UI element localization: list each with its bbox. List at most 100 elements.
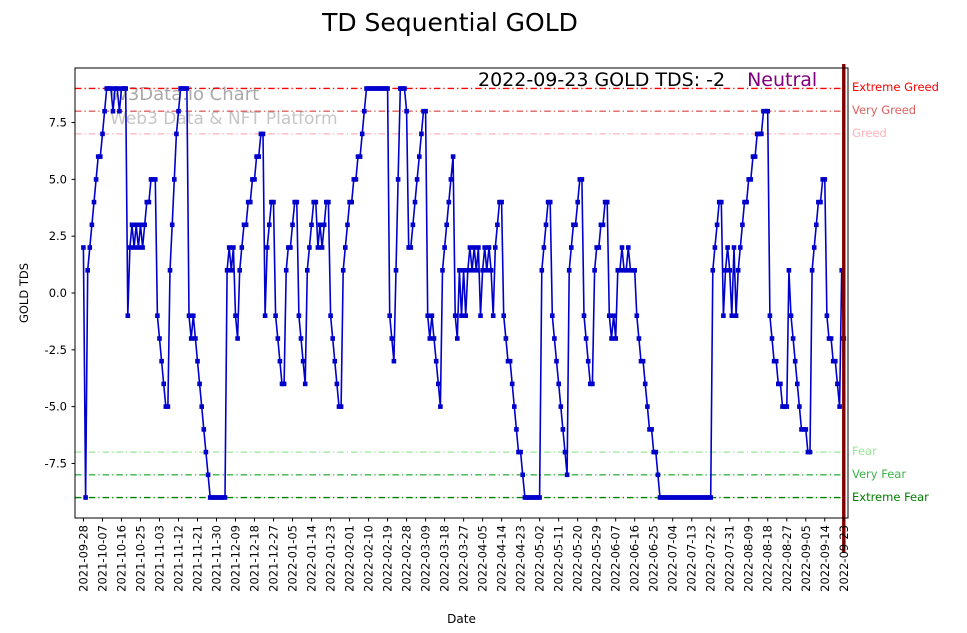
ref-label-greed: Greed xyxy=(852,125,887,140)
tds-series-marker xyxy=(752,154,758,159)
tds-series-marker xyxy=(461,268,466,273)
tds-series-marker xyxy=(429,313,435,318)
tds-series-marker xyxy=(452,313,458,318)
tds-series-marker xyxy=(425,313,430,318)
tds-series-marker xyxy=(201,427,207,432)
tds-series-marker xyxy=(298,336,304,341)
tds-series-marker xyxy=(499,199,504,205)
y-tick-label: 2.5 xyxy=(49,229,67,243)
tds-series-marker xyxy=(592,268,597,273)
tds-series-marker xyxy=(290,222,295,228)
tds-series-marker xyxy=(431,336,437,341)
x-tick-label: 2022-04-05 xyxy=(476,525,490,592)
tds-series-marker xyxy=(495,222,500,228)
tds-series-marker xyxy=(484,268,490,273)
tds-series-marker xyxy=(590,381,595,387)
tds-series-marker xyxy=(243,222,249,228)
tds-series-marker xyxy=(560,427,566,432)
tds-series-marker xyxy=(609,336,614,341)
tds-series-marker xyxy=(520,472,525,478)
tds-series-marker xyxy=(436,381,441,387)
tds-series-marker xyxy=(326,199,331,205)
tds-series-marker xyxy=(108,86,114,91)
y-tick-label: 7.5 xyxy=(49,116,67,130)
tds-series-marker xyxy=(575,199,580,205)
tds-series-marker xyxy=(503,336,509,341)
tds-series-marker xyxy=(334,381,340,387)
tds-series-marker xyxy=(193,336,198,341)
x-tick-label: 2021-11-30 xyxy=(210,525,224,592)
tds-series-marker xyxy=(490,313,496,318)
tds-series-marker xyxy=(600,222,606,228)
tds-series-marker xyxy=(294,199,300,205)
x-tick-label: 2022-07-31 xyxy=(723,525,737,592)
tds-series-marker xyxy=(423,108,428,114)
tds-series-marker xyxy=(125,313,131,318)
tds-series-marker xyxy=(419,131,424,137)
tds-series-marker xyxy=(317,222,323,228)
x-tick-label: 2021-10-07 xyxy=(96,525,110,592)
tds-series-marker xyxy=(710,268,716,273)
tds-series-marker xyxy=(824,313,830,318)
x-tick-label: 2022-02-10 xyxy=(362,525,376,592)
tds-series-marker xyxy=(85,268,90,273)
tds-series-marker xyxy=(507,358,513,364)
tds-series-marker xyxy=(573,222,578,228)
tds-series-marker xyxy=(448,177,454,182)
tds-series-marker xyxy=(811,245,817,250)
tds-series-marker xyxy=(463,313,468,318)
tds-series-marker xyxy=(719,199,724,205)
tds-series-marker xyxy=(110,108,116,114)
x-tick-label: 2021-11-03 xyxy=(153,525,167,592)
tds-series-marker xyxy=(176,108,181,114)
tds-series-marker xyxy=(537,495,542,500)
x-tick-label: 2022-01-05 xyxy=(286,525,300,592)
tds-series-marker xyxy=(457,268,462,273)
x-tick-label: 2022-01-23 xyxy=(324,525,338,592)
tds-series-marker xyxy=(345,222,350,228)
tds-series-marker xyxy=(613,336,618,341)
tds-series-marker xyxy=(239,245,245,250)
tds-series-marker xyxy=(839,268,844,273)
tds-series-marker xyxy=(161,381,166,387)
tds-series-marker xyxy=(81,245,86,250)
tds-series-marker xyxy=(541,245,547,250)
annotation-value-text: 2022-09-23 GOLD TDS: -2 xyxy=(478,69,726,91)
tds-series-marker xyxy=(514,427,519,432)
tds-series-marker xyxy=(640,358,646,364)
x-tick-label: 2022-03-27 xyxy=(457,525,471,592)
tds-series-marker xyxy=(649,427,654,432)
tds-series-marker xyxy=(459,313,464,318)
tds-series-marker xyxy=(727,268,732,273)
x-tick-label: 2022-07-04 xyxy=(666,525,680,592)
tds-series-marker xyxy=(765,108,770,114)
tds-series-marker xyxy=(636,336,642,341)
tds-series-marker xyxy=(229,268,234,273)
tds-series-marker xyxy=(167,268,173,273)
tds-series-marker xyxy=(501,313,506,318)
tds-series-marker xyxy=(478,313,483,318)
ref-label-very-greed: Very Greed xyxy=(852,103,917,118)
tds-series-marker xyxy=(767,313,773,318)
x-tick-label: 2022-05-20 xyxy=(571,525,585,592)
tds-series-marker xyxy=(404,108,409,114)
tds-series-marker xyxy=(313,199,319,205)
tds-series-marker xyxy=(300,358,306,364)
x-tick-label: 2021-10-25 xyxy=(134,525,148,592)
tds-series-marker xyxy=(159,358,164,364)
tds-series-marker xyxy=(114,86,120,91)
tds-series-marker xyxy=(402,86,407,91)
tds-series-marker xyxy=(296,313,302,318)
tds-series-marker xyxy=(469,268,475,273)
tds-series-marker xyxy=(795,381,800,387)
tds-series-marker xyxy=(224,268,230,273)
tds-series-line xyxy=(82,87,845,499)
tds-series-marker xyxy=(788,313,794,318)
x-tick-label: 2021-10-16 xyxy=(115,525,129,592)
tds-series-marker xyxy=(414,177,420,182)
tds-series-marker xyxy=(607,313,612,318)
tds-series-marker xyxy=(512,404,517,409)
tds-series-marker xyxy=(389,336,395,341)
